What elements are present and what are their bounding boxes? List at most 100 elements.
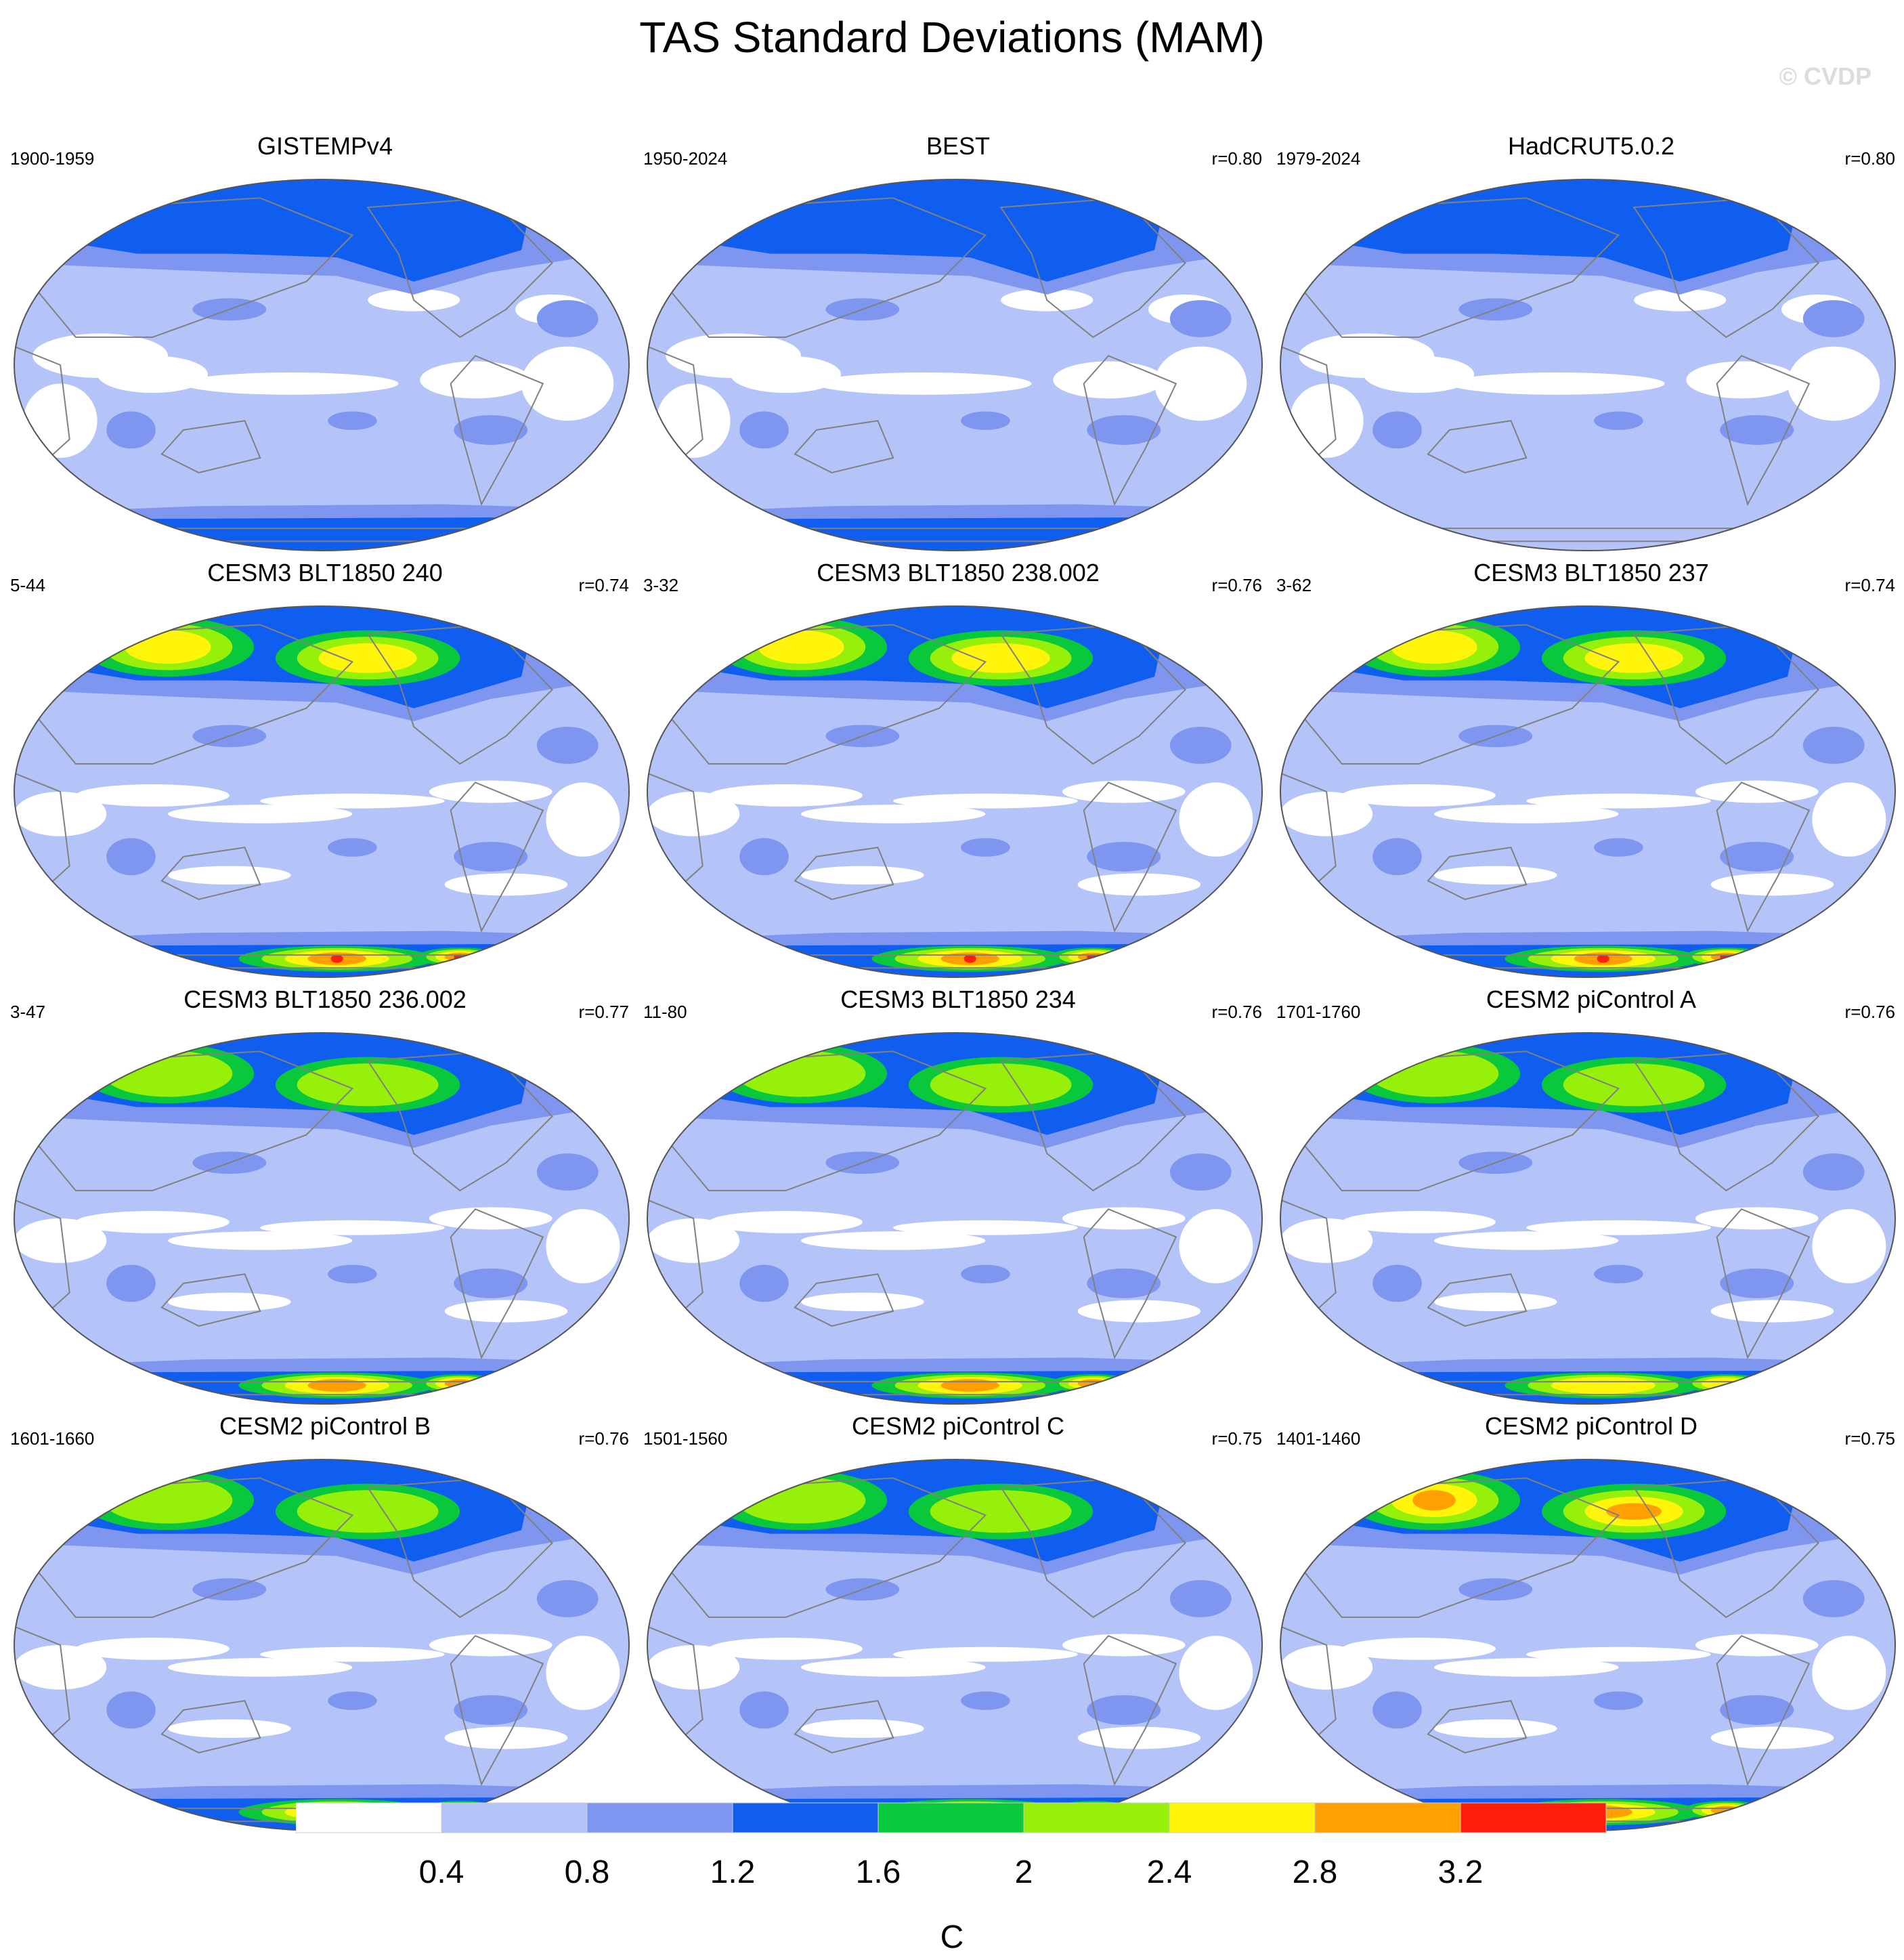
panel-period: 3-32 [643, 575, 679, 595]
coastline-africa [647, 1199, 704, 1321]
map-panel: CESM2 piControl C 1501-1560 r=0.75 [643, 1412, 1273, 1835]
coastline-australia [794, 1700, 894, 1753]
colorbar-swatch [586, 1802, 733, 1833]
southern-variability-max [307, 1379, 366, 1392]
map-outline [647, 605, 1263, 978]
moderate-variability-region [536, 300, 599, 337]
pattern-correlation: r=0.75 [1211, 1428, 1262, 1449]
global-map [1280, 1459, 1896, 1831]
map-outline [1280, 179, 1896, 551]
panel-period: 1950-2024 [643, 148, 728, 169]
map-panel: CESM3 BLT1850 238.002 3-32 r=0.76 [643, 559, 1273, 982]
low-variability-region [1154, 346, 1247, 421]
low-variability-region [1179, 1209, 1253, 1283]
moderate-variability-region [106, 838, 156, 876]
colorbar-swatch [1169, 1802, 1316, 1833]
colorbar-tick-label: 2.8 [1293, 1854, 1338, 1890]
low-variability-region [1341, 784, 1496, 807]
figure-title: TAS Standard Deviations (MAM) [639, 13, 1265, 62]
global-map [647, 1459, 1263, 1831]
low-variability-region [1179, 1636, 1253, 1710]
colorbar-swatch [1460, 1802, 1607, 1833]
low-variability-region [429, 1634, 553, 1657]
coastline-australia [1427, 420, 1528, 473]
moderate-variability-region [106, 1264, 156, 1302]
southern-variability-max [330, 954, 343, 963]
panel-title: CESM3 BLT1850 240 [207, 559, 443, 587]
colorbar-tick-label: 0.4 [419, 1854, 464, 1890]
low-variability-region [1434, 1719, 1557, 1738]
southern-variability-max [1551, 1376, 1656, 1394]
moderate-variability-region [1087, 414, 1161, 445]
low-variability-region [1062, 780, 1186, 803]
moderate-variability-region [1169, 300, 1232, 337]
coastline-australia [1427, 1700, 1528, 1753]
coastline-australia [160, 1273, 261, 1327]
low-variability-region [444, 1300, 568, 1323]
moderate-variability-region [1372, 838, 1422, 876]
low-variability-region [893, 1646, 1078, 1662]
northern-variability-max [1563, 1063, 1705, 1107]
low-variability-region [801, 805, 986, 824]
global-map [14, 1459, 630, 1831]
panel-title: CESM3 BLT1850 238.002 [817, 559, 1100, 587]
low-variability-region [168, 1231, 353, 1250]
panel-period: 3-62 [1276, 575, 1312, 595]
low-variability-region [801, 1719, 924, 1738]
coastline-south-america [1716, 1208, 1811, 1360]
low-variability-region [647, 1218, 740, 1263]
northern-variability-max [758, 630, 844, 664]
southern-high-latitude-band [75, 517, 568, 551]
low-variability-region [23, 383, 98, 458]
pattern-correlation: r=0.76 [1211, 1002, 1262, 1022]
map-outline [14, 179, 630, 551]
panel-title: CESM2 piControl B [219, 1412, 431, 1440]
low-variability-region [168, 805, 353, 824]
panel-title: CESM3 BLT1850 236.002 [183, 985, 467, 1013]
coastline-australia [794, 420, 894, 473]
colorbar-swatch [296, 1802, 442, 1833]
low-variability-region [801, 1658, 986, 1677]
low-variability-region [546, 782, 620, 857]
moderate-variability-region [106, 1691, 156, 1729]
northern-variability-max [951, 643, 1050, 673]
low-variability-region [1686, 361, 1797, 399]
low-variability-region [429, 780, 553, 803]
coastline-africa [14, 345, 70, 468]
low-variability-region [816, 372, 1032, 395]
pattern-correlation: r=0.77 [578, 1002, 629, 1022]
low-variability-region [1280, 792, 1373, 836]
global-map [14, 605, 630, 978]
moderate-variability-region [454, 1695, 528, 1725]
moderate-variability-region [1594, 1264, 1643, 1283]
low-variability-region [1062, 1634, 1186, 1657]
panel-title: CESM2 piControl C [851, 1412, 1065, 1440]
colorbar-tick-label: 2.4 [1147, 1854, 1192, 1890]
low-variability-region [1179, 782, 1253, 857]
panel-title: CESM2 piControl D [1484, 1412, 1698, 1440]
panel-title: GISTEMPv4 [257, 132, 393, 160]
moderate-variability-region [1087, 841, 1161, 872]
colorbar-tick-label: 1.6 [856, 1854, 901, 1890]
low-variability-region [1695, 1634, 1819, 1657]
map-panel: CESM2 piControl A 1701-1760 r=0.76 [1276, 985, 1904, 1409]
low-variability-region [521, 346, 614, 421]
moderate-variability-region [1802, 727, 1865, 764]
colorbar-swatch [878, 1802, 1024, 1833]
panel-period: 3-47 [10, 1002, 46, 1022]
low-variability-region [167, 1292, 291, 1311]
panel-title: BEST [926, 132, 991, 160]
low-variability-region [893, 1220, 1078, 1235]
moderate-variability-region [1720, 414, 1794, 445]
moderate-variability-region [328, 411, 377, 430]
colorbar-swatch [732, 1802, 879, 1833]
colorbar-tick-label: 3.2 [1438, 1854, 1484, 1890]
coastline-australia [160, 420, 261, 473]
colorbar: 0.4 0.8 1.2 1.6 2 2.4 2.8 3.2 [296, 1802, 1607, 1890]
moderate-variability-region [961, 1691, 1010, 1710]
moderate-variability-region [454, 841, 528, 872]
coastline-africa [1280, 345, 1337, 468]
low-variability-region [14, 792, 107, 836]
map-outline [647, 1032, 1263, 1405]
coastline-africa [14, 1199, 70, 1321]
